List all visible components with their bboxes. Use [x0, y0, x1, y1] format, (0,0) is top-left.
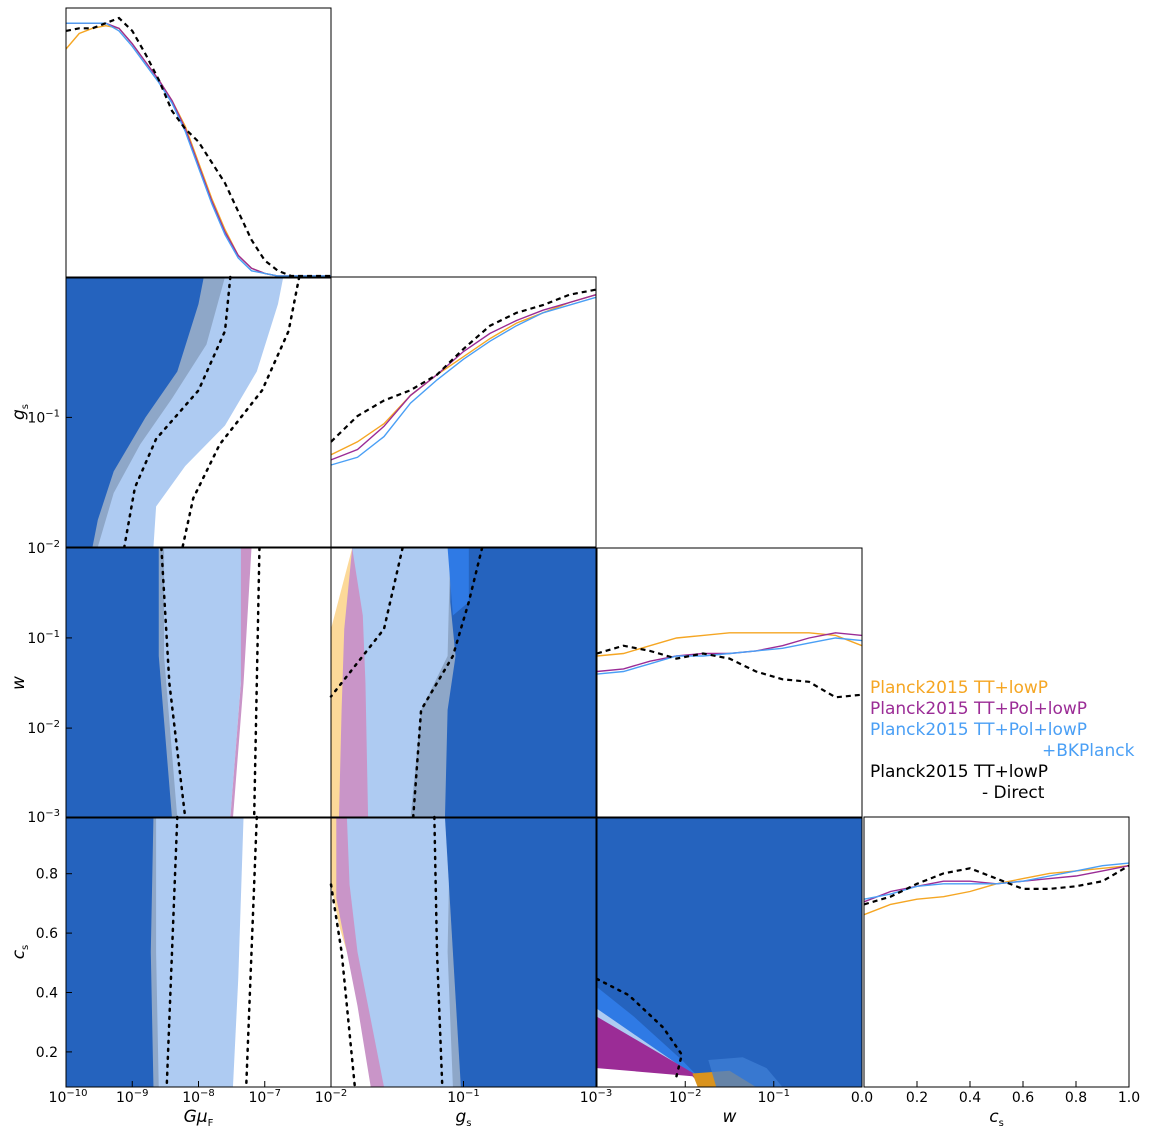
y-tick-gs-0: 10−1 — [27, 408, 60, 426]
cont-cs-w-blueblob — [708, 1057, 783, 1087]
panel-frame-0-0 — [65, 7, 332, 279]
y-tick-w-2: 10−3 — [27, 808, 60, 826]
cont-w-gmu-dark — [66, 548, 172, 818]
cont-w-gmu-purple-edge — [230, 548, 252, 818]
cont-gs-gmu-dotted-inner — [123, 275, 232, 549]
marginal-gs-blue-line — [330, 296, 597, 466]
x-tick-cs-2: 0.6 — [1012, 1090, 1034, 1106]
cont-w-gs-mid — [447, 548, 469, 616]
x-tick-w-1: 10−1 — [757, 1088, 790, 1106]
x-tick-cs-0: 0.2 — [906, 1090, 928, 1106]
cont-gs-gmu-dark — [66, 277, 204, 547]
marginal-gmu-black-line — [65, 16, 331, 278]
legend-entry-bkplanck: Planck2015 TT+Pol+lowP — [870, 720, 1088, 740]
x-tick-gmu-0: 10−10 — [49, 1088, 88, 1106]
legend-entry-bkplanck-line2: +BKPlanck — [1042, 741, 1135, 761]
legend: Planck2015 TT+lowP Planck2015 TT+Pol+low… — [870, 678, 1134, 804]
panel-frame-2-1 — [330, 547, 597, 819]
marginal-gs-orange-line — [330, 294, 597, 456]
y-axis-label-cs: cs — [9, 945, 31, 960]
marginal-gmu-purple-line — [66, 22, 331, 277]
cont-cs-gs-dotted-2 — [433, 815, 444, 1089]
y-axis-label-w: w — [9, 676, 29, 690]
x-tick-gmu-3: 10−7 — [248, 1088, 281, 1106]
cont-w-gs-dark — [444, 548, 596, 818]
legend-entry-tt-lowp: Planck2015 TT+lowP — [870, 678, 1049, 698]
y-tick-w-0: 10−1 — [27, 629, 60, 647]
panel-frame-2-2 — [596, 547, 863, 819]
x-tick-cs-4: 1.0 — [1118, 1090, 1140, 1106]
x-tick-cs-1: 0.4 — [959, 1090, 981, 1106]
x-tick-w-0: 10−2 — [669, 1088, 702, 1106]
cont-cs-w-dark — [597, 817, 862, 1087]
marginal-cs-blue-line — [863, 862, 1130, 900]
x-axis-label-w: w — [723, 1107, 737, 1127]
x-tick-gs-1: 10−1 — [447, 1088, 480, 1106]
panel-frame-3-3 — [863, 816, 1130, 1088]
cont-cs-gmu-dotted-outer — [244, 815, 259, 1089]
marginal-gmu-blue-line — [66, 22, 331, 277]
marginal-gs-purple-line — [330, 294, 597, 461]
x-axis-label-cs: cs — [989, 1107, 1004, 1127]
x-tick-gs-2: 10−3 — [580, 1088, 613, 1106]
marginal-gmu-orange-line — [65, 24, 331, 277]
y-tick-cs-1: 0.6 — [36, 926, 58, 942]
cont-cs-gmu-dotted-inner — [165, 815, 179, 1089]
x-axis-label-gs: gs — [455, 1107, 471, 1127]
cont-w-gmu-dotted-inner — [160, 546, 187, 820]
cont-cs-gs-dotted-1 — [329, 883, 357, 1089]
legend-entry-tt-pol-lowp: Planck2015 TT+Pol+lowP — [870, 699, 1088, 719]
marginal-gs-black-line — [330, 288, 597, 443]
cont-w-gmu-dotted-outer — [252, 546, 261, 820]
panel-frame-1-1 — [330, 276, 597, 548]
x-tick-gmu-1: 10−9 — [116, 1088, 149, 1106]
x-axis-label-gmu: GμF — [184, 1107, 214, 1127]
cont-w-gs-dotted-2 — [411, 546, 484, 820]
cont-cs-gs-dark — [444, 817, 596, 1087]
marginal-w-orange-line — [596, 632, 863, 657]
y-tick-cs-0: 0.8 — [36, 867, 58, 883]
cont-cs-w-purple — [597, 1016, 703, 1087]
y-tick-cs-3: 0.2 — [36, 1045, 58, 1061]
y-tick-w-1: 10−2 — [27, 719, 60, 737]
marginal-w-blue-line — [596, 637, 863, 675]
marginal-w-purple-line — [596, 632, 863, 673]
legend-entry-direct-line2: - Direct — [982, 783, 1045, 803]
x-tick-gs-0: 10−2 — [315, 1088, 348, 1106]
x-tick-cs-3: 0.8 — [1065, 1090, 1087, 1106]
y-tick-gs-1: 10−2 — [27, 539, 60, 557]
cont-cs-gmu-dark — [66, 817, 154, 1087]
marginal-w-black-line — [596, 644, 863, 699]
y-tick-cs-2: 0.4 — [36, 986, 58, 1002]
legend-entry-direct: Planck2015 TT+lowP — [870, 762, 1049, 782]
marginal-cs-black-line — [863, 864, 1130, 906]
y-axis-label-gs: gs — [9, 404, 31, 420]
panel-frame-3-2 — [596, 816, 863, 1088]
cont-cs-w-dotted — [595, 977, 684, 1078]
cont-w-gs-dotted-1 — [329, 546, 404, 698]
x-tick-gmu-2: 10−8 — [182, 1088, 215, 1106]
cont-gs-gmu-dotted-outer — [181, 275, 301, 549]
cont-cs-w-white — [597, 1068, 703, 1087]
x-tick-w-2: 0.0 — [851, 1090, 873, 1106]
